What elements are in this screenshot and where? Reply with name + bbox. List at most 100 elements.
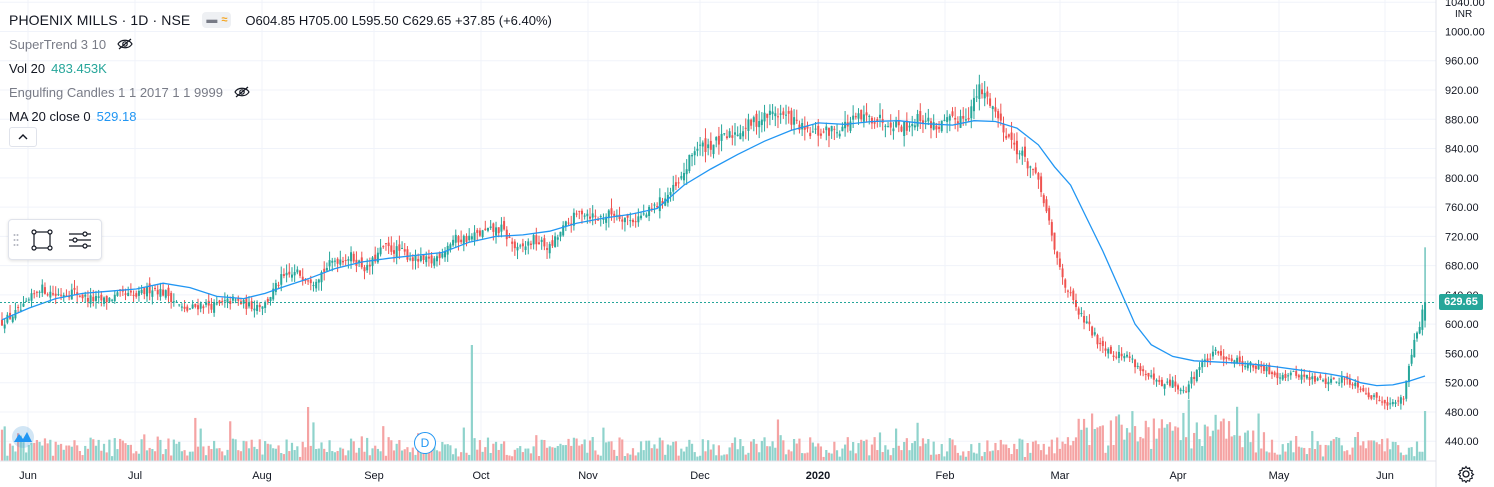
- volume-bar: [347, 450, 350, 461]
- candle: [277, 281, 280, 289]
- eye-off-icon[interactable]: [116, 37, 134, 51]
- volume-bar: [1002, 444, 1005, 461]
- candle: [696, 141, 699, 157]
- series-style-pill[interactable]: ▬ ≈: [202, 12, 232, 28]
- candle: [540, 236, 543, 250]
- candle: [631, 218, 634, 227]
- candle: [575, 210, 578, 218]
- volume-bar: [583, 439, 586, 461]
- candle: [1037, 171, 1040, 189]
- candle: [1413, 333, 1416, 358]
- volume-bar: [1214, 414, 1217, 461]
- candle: [747, 113, 750, 141]
- candle: [460, 230, 463, 245]
- symbol-title[interactable]: PHOENIX MILLS · 1D · NSE: [9, 12, 191, 28]
- candle: [1362, 385, 1365, 393]
- volume-bar: [1166, 424, 1169, 461]
- object-list-button[interactable]: [61, 220, 99, 259]
- candle: [978, 74, 981, 111]
- volume-bar: [645, 440, 648, 461]
- candle: [1281, 372, 1284, 381]
- candle: [148, 277, 151, 301]
- volume-bar: [121, 440, 124, 461]
- candle: [409, 252, 412, 262]
- candle: [328, 251, 331, 271]
- floating-drawing-toolbar[interactable]: [8, 219, 102, 260]
- rectangle-select-button[interactable]: [23, 220, 61, 259]
- candle: [1109, 344, 1112, 355]
- volume-bar: [395, 443, 398, 461]
- indicator-engulfing[interactable]: Engulfing Candles 1 1 2017 1 1 9999: [9, 80, 552, 104]
- candle: [127, 286, 130, 297]
- time-tick-label: Mar: [1051, 470, 1070, 482]
- candle: [1104, 341, 1107, 357]
- candle: [811, 124, 814, 133]
- tradingview-logo-icon[interactable]: [9, 425, 37, 449]
- candle: [253, 300, 256, 318]
- candle: [1066, 289, 1069, 298]
- volume-bar: [457, 456, 460, 461]
- drag-handle-icon[interactable]: [9, 220, 23, 259]
- volume-bar: [554, 447, 557, 461]
- indicator-volume[interactable]: Vol 20 483.453K: [9, 56, 552, 80]
- candle: [1155, 378, 1158, 387]
- volume-bar: [186, 455, 189, 461]
- volume-bar: [696, 456, 699, 461]
- candle: [524, 240, 527, 255]
- indicator-ma[interactable]: MA 20 close 0 529.18: [9, 104, 552, 128]
- volume-bar: [159, 439, 162, 461]
- volume-bar: [1198, 439, 1201, 461]
- volume-bar: [803, 453, 806, 461]
- volume-bar: [1254, 452, 1257, 461]
- candle: [446, 242, 449, 262]
- volume-bar: [78, 451, 81, 461]
- candle: [347, 256, 350, 269]
- volume-bar: [1270, 439, 1274, 461]
- candle: [1, 312, 3, 326]
- volume-bar: [602, 427, 605, 461]
- price-tick-label: 960.00: [1445, 56, 1479, 68]
- candle: [371, 255, 374, 275]
- volume-bar: [967, 451, 970, 461]
- candle: [1120, 347, 1123, 361]
- volume-bar: [481, 451, 484, 461]
- volume-bar: [857, 443, 860, 461]
- volume-bar: [921, 438, 925, 461]
- volume-bar: [878, 432, 882, 461]
- candle: [167, 284, 170, 304]
- chart-settings-button[interactable]: [1455, 464, 1477, 484]
- candle: [1383, 399, 1386, 410]
- volume-bar: [366, 437, 369, 461]
- candle: [1308, 370, 1311, 386]
- volume-bar: [1284, 451, 1287, 461]
- candle: [411, 254, 414, 270]
- volume-bar: [669, 445, 672, 461]
- volume-bar: [693, 452, 696, 461]
- candle: [938, 121, 941, 133]
- volume-bar: [1123, 439, 1126, 461]
- eye-off-icon[interactable]: [233, 85, 251, 99]
- candle: [900, 124, 903, 133]
- volume-bar: [725, 454, 729, 461]
- volume-bar: [355, 452, 358, 461]
- candle: [607, 209, 610, 228]
- candle: [484, 220, 487, 231]
- indicator-supertrend[interactable]: SuperTrend 3 10: [9, 32, 552, 56]
- dividend-marker[interactable]: D: [414, 432, 436, 454]
- candle: [172, 293, 175, 307]
- time-axis[interactable]: Jun Jul Aug Sep Oct Nov Dec 2020 Feb Mar Apr May Jun: [19, 470, 1394, 482]
- candle: [374, 246, 377, 264]
- candle: [1064, 278, 1067, 293]
- candle: [870, 116, 873, 130]
- volume-bar: [935, 454, 938, 461]
- candle: [323, 261, 326, 281]
- candle: [1391, 399, 1394, 407]
- candle: [1080, 307, 1083, 317]
- candle: [1198, 362, 1201, 377]
- volume-bar: [1005, 444, 1008, 461]
- candle: [503, 216, 506, 231]
- price-axis[interactable]: 1040.00 1000.00 960.00 920.00 880.00 840.00 80…: [1445, 0, 1485, 448]
- volume-bar: [653, 444, 656, 461]
- collapse-legend-button[interactable]: [9, 127, 37, 147]
